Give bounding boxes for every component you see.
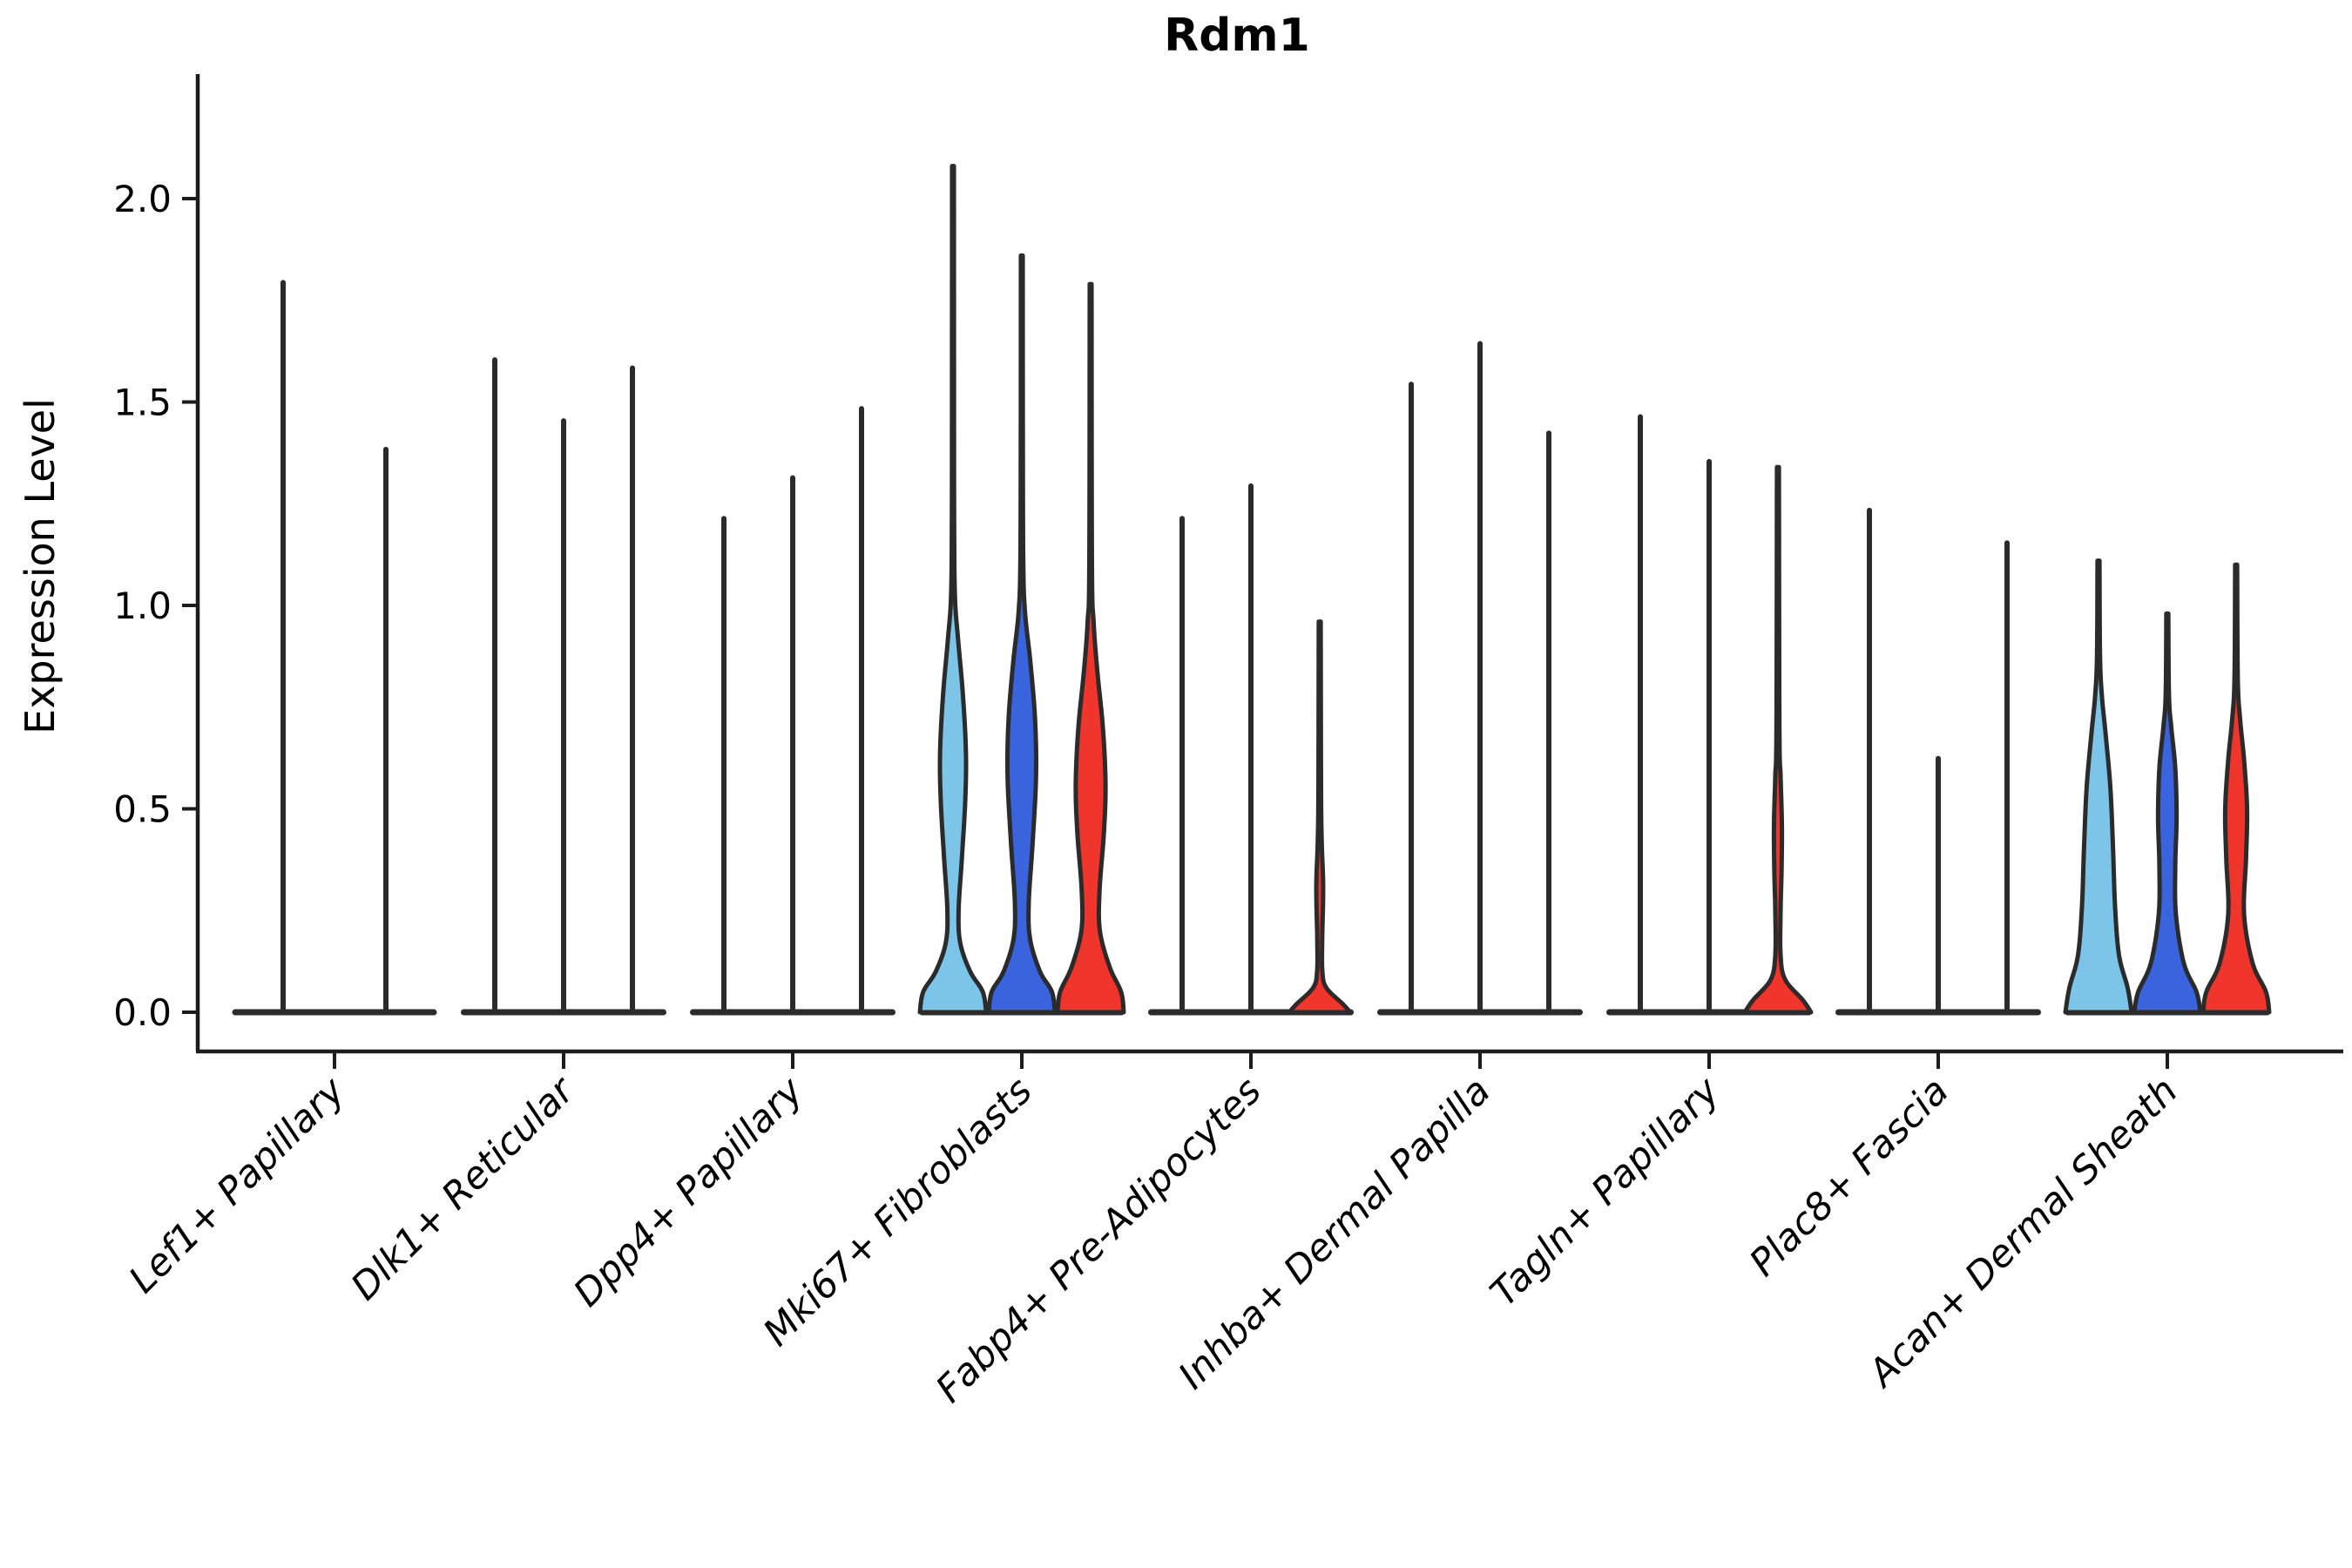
y-tick-label: 0.0 [113,991,172,1034]
x-tick-label: Dpp4+ Papillary [565,1069,812,1315]
violin-shape [2063,558,2134,1015]
y-tick-label: 2.0 [113,178,172,220]
violin-shape [986,253,1058,1015]
violin-shape [1287,619,1353,1015]
x-tick-label: Dlk1+ Reticular [343,1068,585,1309]
x-tick-label: Lef1+ Papillary [121,1069,354,1301]
violin-shape [2200,562,2272,1015]
violin-shape [917,164,989,1015]
violin-shape [2132,611,2203,1015]
violin-shape [1742,464,1814,1015]
plot-title: Rdm1 [1164,10,1310,62]
x-tick-label: Tagln+ Papillary [1483,1069,1729,1315]
x-tick-label: Plac8+ Fascia [1741,1069,1957,1285]
y-tick-label: 1.5 [113,382,172,424]
y-tick-label: 1.0 [113,585,172,627]
y-axis-label: Expression Level [17,398,64,734]
y-tick-label: 0.5 [113,788,172,831]
violin-shape [1055,281,1126,1015]
